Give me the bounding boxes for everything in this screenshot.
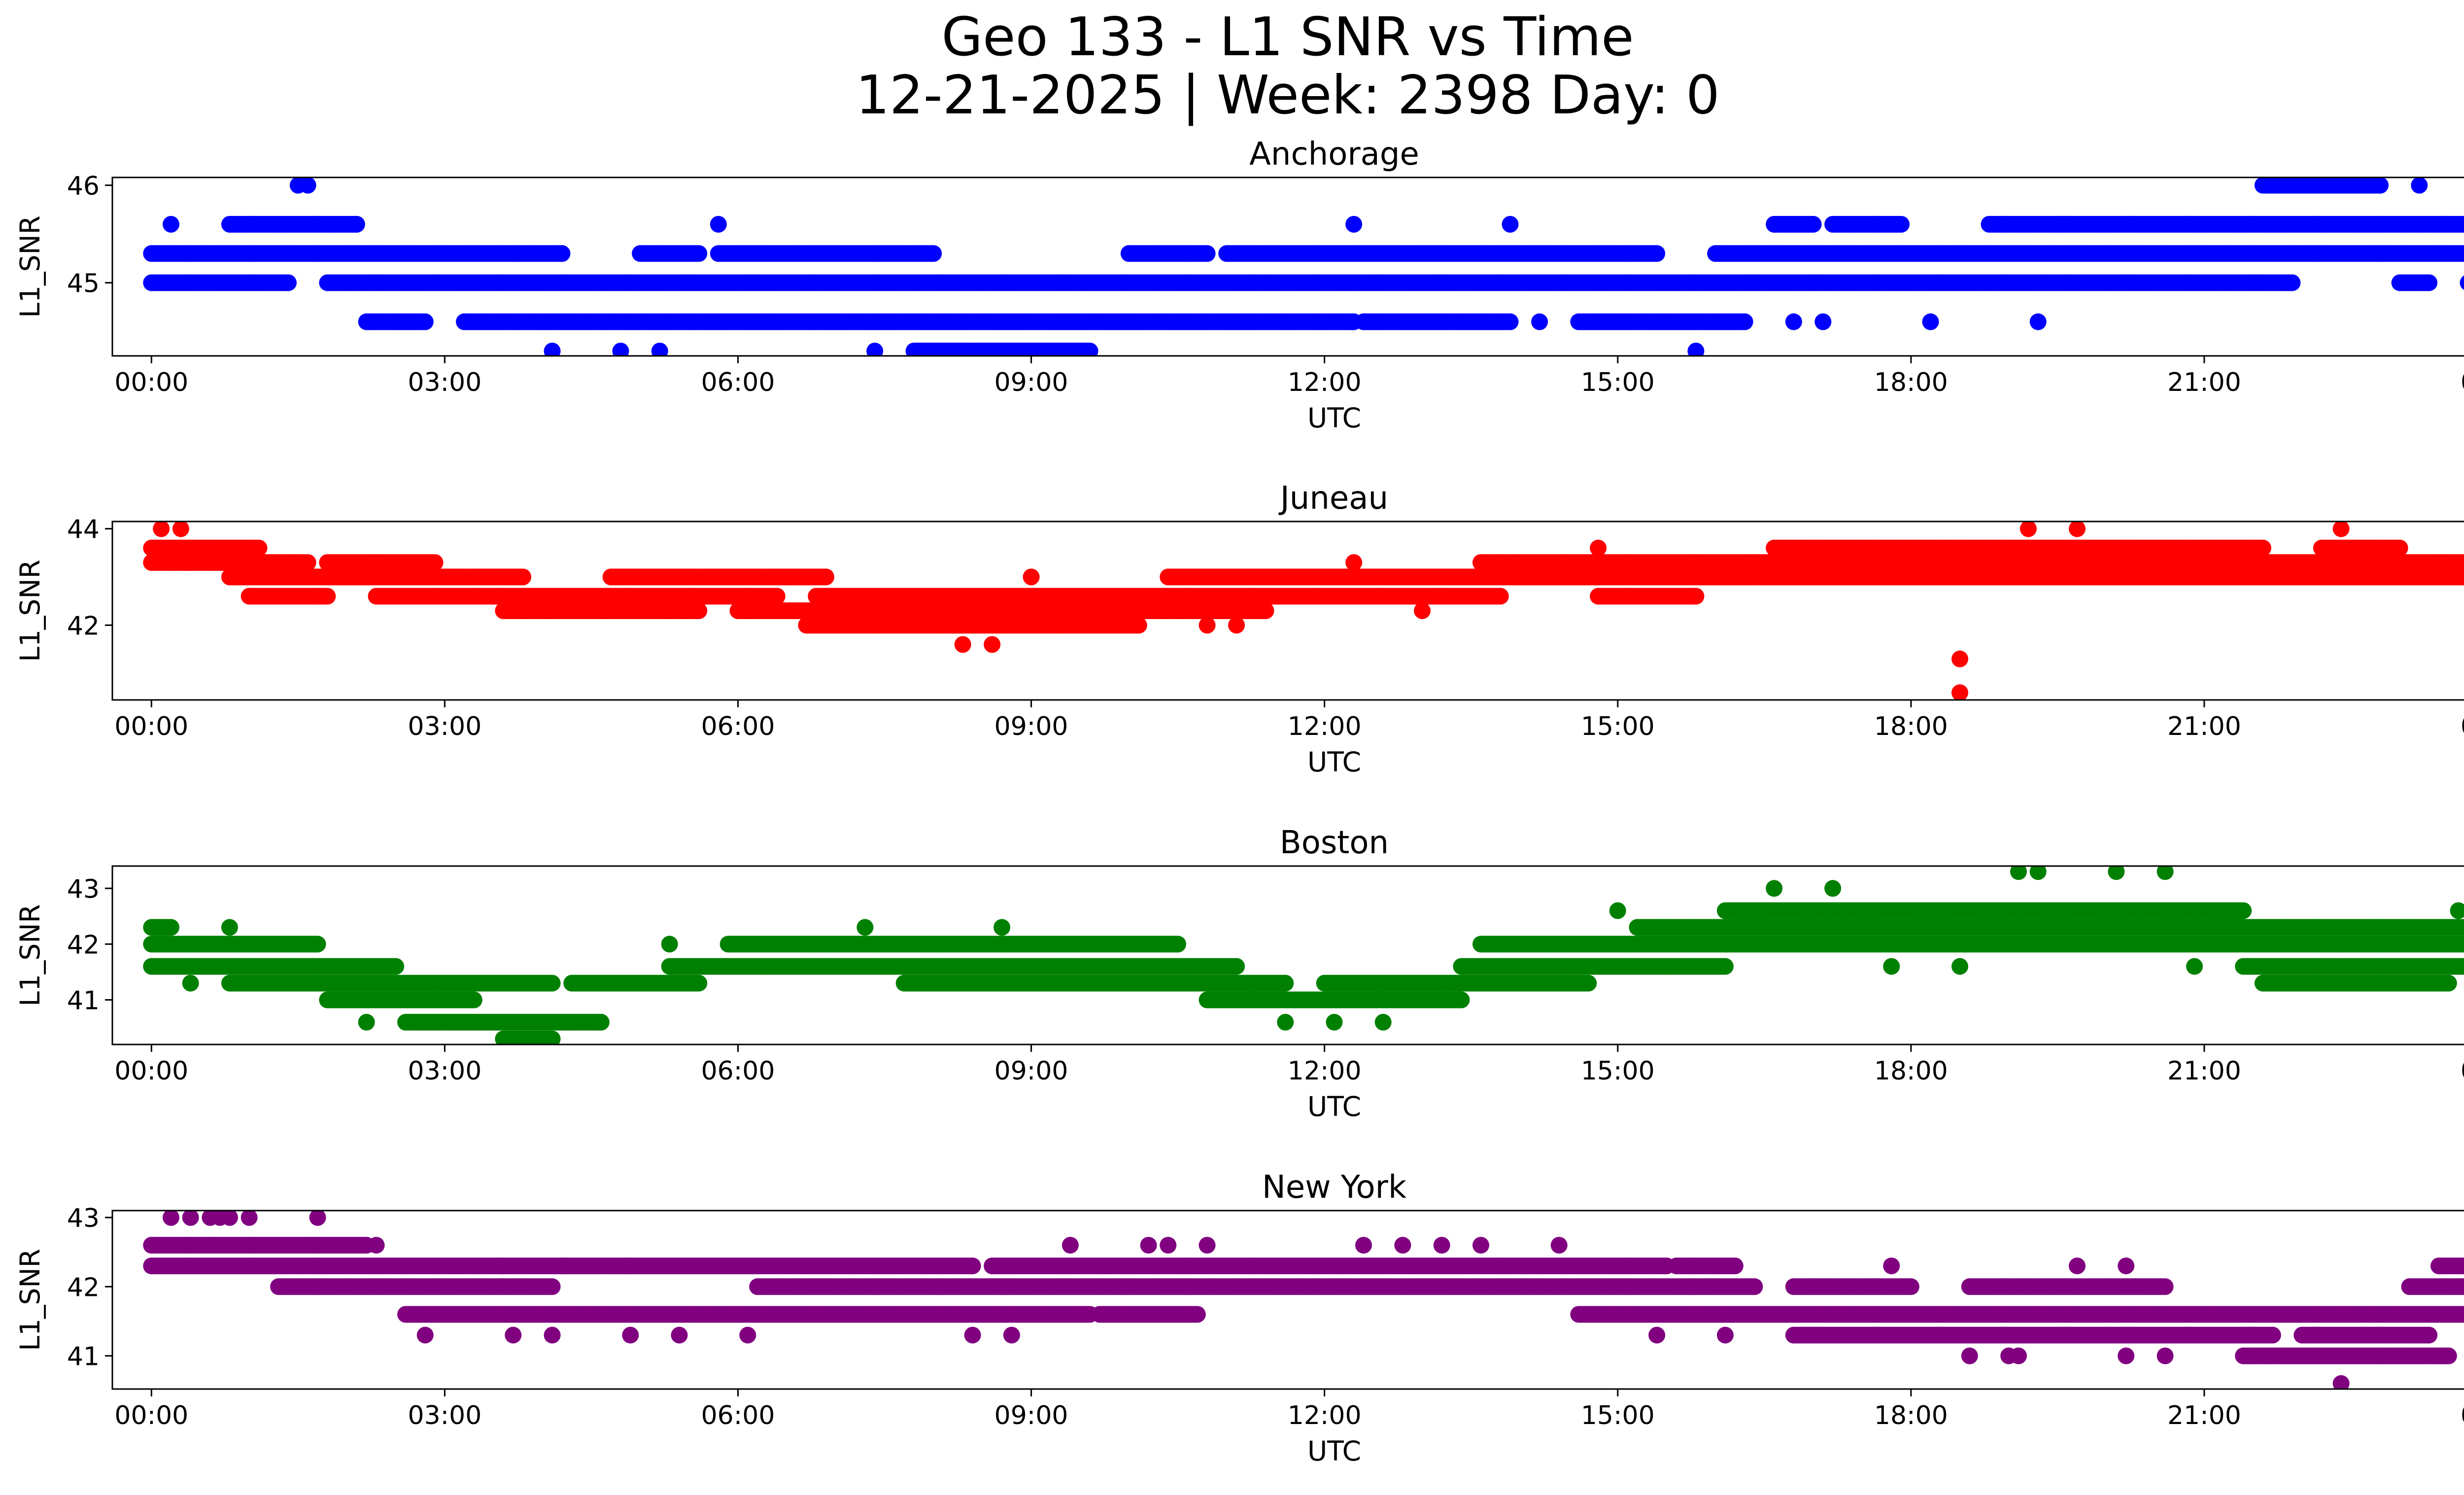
data-point (280, 274, 297, 291)
y-axis-anchorage: 45 46 L1_SNR (14, 172, 112, 318)
x-tick-label: 06:00 (701, 368, 775, 397)
point-band-anchorage-46 (2254, 177, 2389, 194)
point-band-anchorage-44-6 (358, 313, 1753, 330)
subplots: Anchorage 00:00 03:00 06:00 09:00 12:00 15:00 1… (14, 136, 2464, 1467)
data-point (2284, 274, 2301, 291)
data-point (1922, 313, 1939, 330)
data-point (2029, 313, 2047, 330)
scatter-series-juneau (143, 522, 2464, 700)
data-point (2462, 218, 2464, 230)
data-point (416, 313, 434, 330)
data-point (514, 568, 532, 586)
figure-title-line2: 12-21-2025 | Week: 2398 Day: 0 (856, 65, 1719, 126)
data-point (2462, 247, 2464, 259)
x-tick-label: 12:00 (1288, 368, 1362, 397)
data-point (250, 539, 268, 556)
point-band-anchorage-44-3 (905, 343, 1098, 356)
data-point (2254, 539, 2271, 556)
data-point (2372, 177, 2389, 194)
data-point (1893, 216, 1910, 233)
x-axis-anchorage: 00:00 03:00 06:00 09:00 12:00 15:00 18:00 21:00… (114, 356, 2464, 434)
data-point (1736, 313, 1753, 330)
data-point (299, 177, 316, 194)
point-outliers-anchorage (163, 177, 2428, 356)
data-point (651, 343, 668, 356)
x-axis-label-anchorage: UTC (1307, 402, 1361, 434)
data-point (710, 216, 727, 233)
data-point (1687, 343, 1705, 356)
point-band-juneau-43 (221, 568, 2464, 586)
data-point (1814, 313, 1832, 330)
data-point (299, 554, 316, 571)
x-tick-label: 21:00 (2167, 368, 2241, 397)
y-tick-label: 45 (67, 269, 100, 299)
data-point (1531, 313, 1548, 330)
y-tick-label: 46 (67, 172, 100, 201)
plot-frame-anchorage (111, 176, 2464, 357)
data-point (818, 568, 834, 586)
y-axis-label-anchorage: L1_SNR (14, 215, 46, 317)
x-tick-label: 18:00 (1874, 368, 1948, 397)
data-point (1081, 343, 1098, 356)
data-point (426, 554, 444, 571)
data-point (553, 245, 571, 262)
data-point (1785, 313, 1802, 330)
data-point (2462, 556, 2464, 568)
point-band-juneau-43-6 (143, 539, 2408, 556)
data-point (2421, 274, 2438, 291)
data-point (1648, 245, 1666, 262)
subplot-anchorage: Anchorage 00:00 03:00 06:00 09:00 12:00 15:00 1… (14, 136, 2464, 434)
point-band-anchorage-45-3 (143, 245, 2464, 262)
subplot-title-juneau: Juneau (1278, 480, 1388, 517)
data-point (925, 245, 942, 262)
data-point (2391, 539, 2408, 556)
data-point (1502, 313, 1519, 330)
data-point (544, 343, 561, 356)
data-point (1502, 216, 1519, 233)
data-point (348, 216, 365, 233)
data-point (1805, 216, 1822, 233)
data-point (2411, 177, 2428, 194)
point-band-anchorage-45-6 (221, 216, 2464, 233)
point-band-anchorage-45 (143, 274, 2464, 291)
data-point (612, 343, 629, 356)
data-point (1472, 313, 1489, 330)
data-point (1198, 245, 1216, 262)
x-tick-label: 00:00 (2461, 368, 2464, 397)
data-point (690, 245, 708, 262)
x-tick-label: 03:00 (408, 368, 481, 397)
x-tick-label: 15:00 (1581, 368, 1655, 397)
data-point (163, 216, 179, 233)
x-tick-label: 00:00 (114, 368, 188, 397)
point-band-juneau-43-3 (143, 554, 2464, 571)
figure-title-line1: Geo 133 - L1 SNR vs Time (941, 6, 1634, 68)
data-point (1345, 216, 1363, 233)
subplot-title-anchorage: Anchorage (1249, 136, 1419, 173)
x-tick-label: 09:00 (994, 368, 1068, 397)
scatter-series-anchorage (143, 177, 2464, 356)
data-point (2462, 277, 2464, 289)
data-point (866, 343, 884, 356)
